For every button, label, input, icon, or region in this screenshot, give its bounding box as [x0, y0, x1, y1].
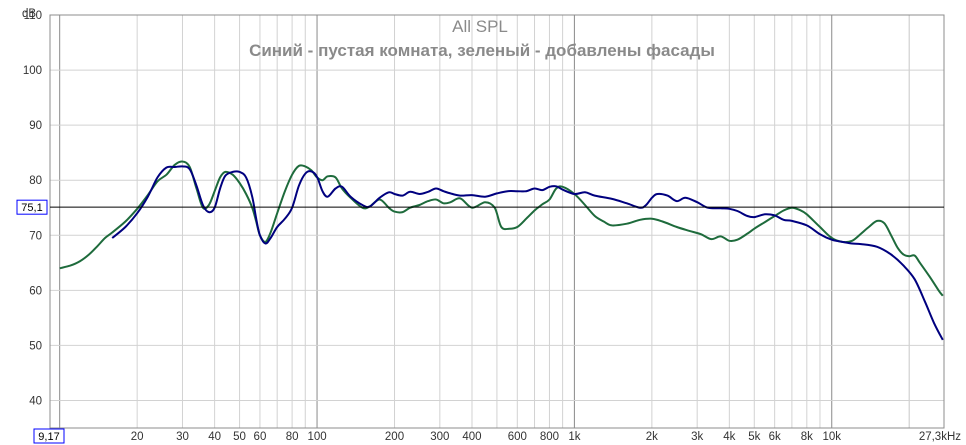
- x-tick-label: 4k: [723, 431, 735, 443]
- x-tick-label: 30: [176, 431, 189, 443]
- plot-frame: [49, 14, 945, 429]
- x-tick-label: 800: [540, 431, 559, 443]
- x-tick-label: 1k: [568, 431, 580, 443]
- y-tick-label: 110: [24, 10, 42, 22]
- x-tick-label: 8k: [801, 431, 813, 443]
- x-axis-ticks: 20 30 40 50 60 80 100 200 300 400 600 800 1k 2k 3k 4k 5k…: [131, 431, 842, 443]
- y-tick-label: 50: [29, 340, 42, 352]
- x-tick-label: 200: [385, 431, 404, 443]
- x-tick-label: 80: [286, 431, 299, 443]
- series-layer: [59, 160, 944, 341]
- x-tick-label: 300: [430, 431, 449, 443]
- y-tick-label: 80: [29, 175, 42, 187]
- x-tick-label: 400: [462, 431, 481, 443]
- series-line: [111, 165, 944, 341]
- x-tick-label: 2k: [646, 431, 658, 443]
- x-tick-label: 50: [233, 431, 246, 443]
- reference-marker-label: 75,1: [21, 202, 42, 214]
- chart-title: All SPL: [452, 17, 508, 36]
- y-tick-label: 100: [23, 65, 42, 77]
- x-max-label: 27,3kHz: [919, 431, 961, 443]
- y-tick-label: 60: [29, 285, 42, 297]
- x-min-marker-box: [33, 428, 65, 444]
- y-tick-label: 90: [29, 120, 42, 132]
- y-tick-label: 70: [29, 230, 42, 242]
- reference-marker-box: [16, 199, 48, 215]
- y-axis-ticks: 40 50 60 70 80 90 100 110: [23, 10, 42, 407]
- x-tick-label: 10k: [822, 431, 841, 443]
- y-axis-label: dB: [22, 8, 36, 20]
- x-min-label: 9,17: [38, 431, 59, 443]
- x-tick-label: 60: [254, 431, 267, 443]
- x-edge-labels: 9,17 27,3kHz: [33, 428, 961, 444]
- x-tick-label: 40: [208, 431, 221, 443]
- chart-subtitle: Синий - пустая комната, зеленый - добавл…: [249, 41, 715, 60]
- x-tick-label: 6k: [769, 431, 781, 443]
- x-tick-label: 600: [508, 431, 527, 443]
- x-tick-label: 100: [307, 431, 326, 443]
- y-tick-label: 40: [29, 395, 42, 407]
- series-line: [59, 160, 944, 297]
- reference-layer: 75,1: [16, 199, 944, 215]
- grid-lines: [50, 14, 944, 428]
- x-tick-label: 3k: [691, 431, 703, 443]
- x-tick-label: 5k: [748, 431, 760, 443]
- x-tick-label: 20: [131, 431, 144, 443]
